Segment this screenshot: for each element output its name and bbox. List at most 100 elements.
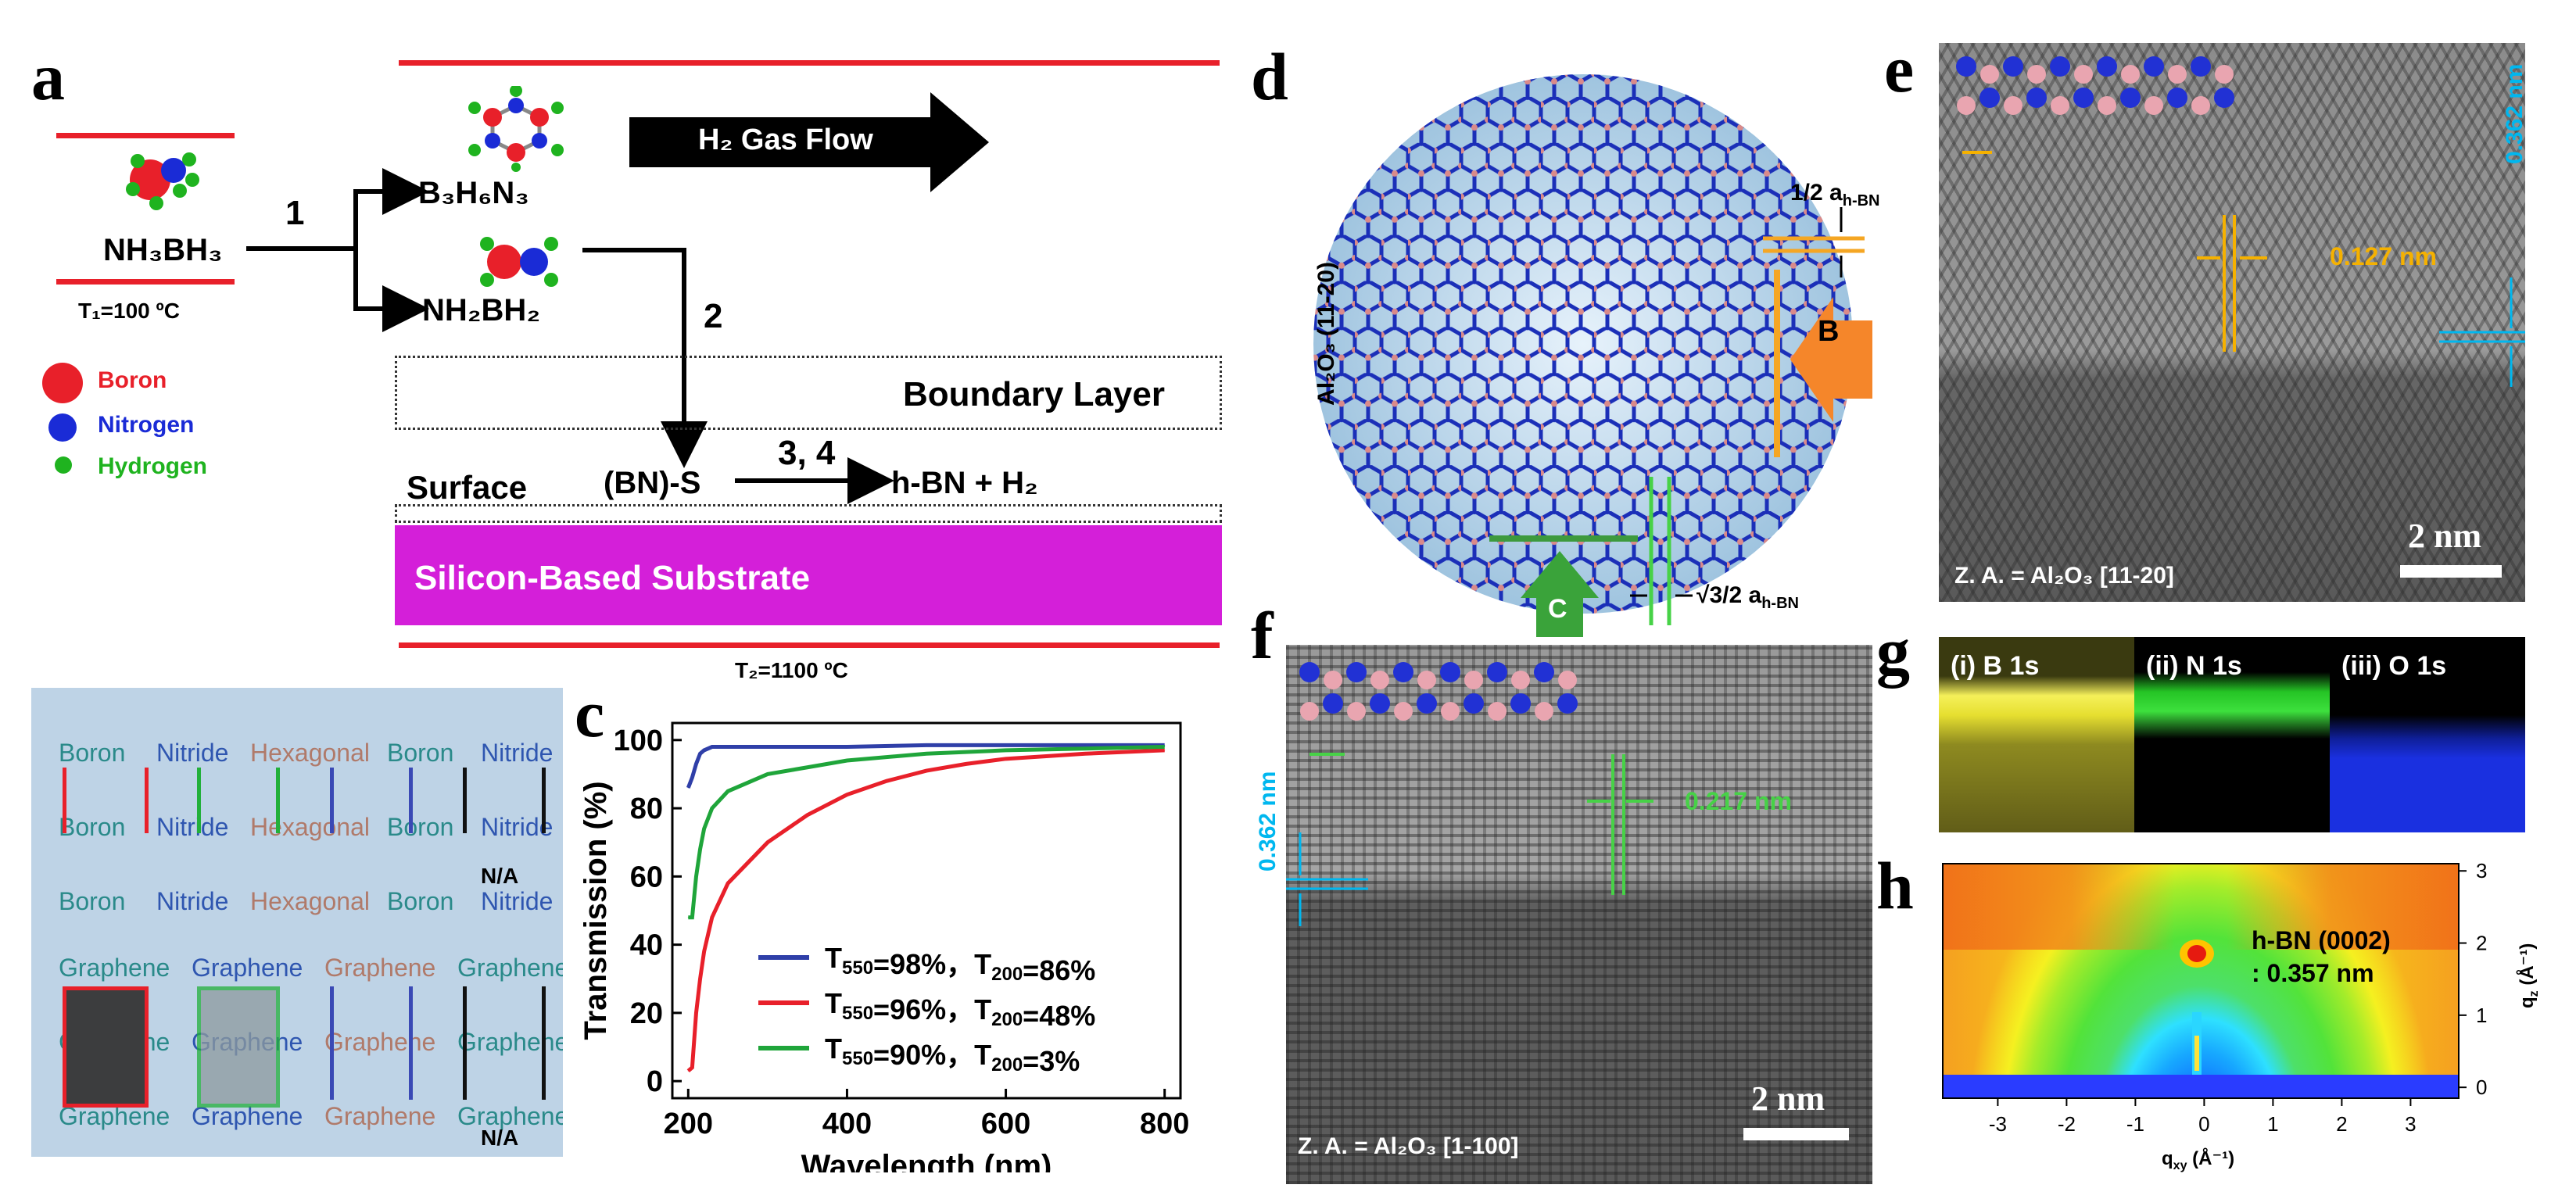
legend-nitrogen: Nitrogen bbox=[98, 412, 195, 438]
temperature-t2: T₂=1100 ºC bbox=[735, 658, 848, 682]
series-point-2 bbox=[727, 790, 729, 792]
sqrt3-a-text: √3/2 a bbox=[1696, 582, 1762, 608]
giwaxs-ylabel-sub: z bbox=[2527, 990, 2541, 997]
series-point-1 bbox=[807, 814, 808, 816]
photo-bn-word: Boron bbox=[387, 813, 454, 841]
x-tick-label: 200 bbox=[664, 1108, 713, 1140]
series-point-2 bbox=[711, 807, 713, 809]
photo-graphene-word: Graphene bbox=[59, 954, 170, 982]
series-point-0 bbox=[711, 746, 713, 748]
series-point-0 bbox=[1084, 744, 1086, 746]
giwaxs-y-tick-label: 0 bbox=[2476, 1076, 2487, 1099]
photo-bn-word: Hexagonal bbox=[250, 739, 370, 767]
giwaxs-x-tick-label: 1 bbox=[2267, 1112, 2278, 1136]
substrate-block bbox=[395, 525, 1222, 625]
legend-hydrogen: Hydrogen bbox=[98, 453, 208, 479]
giwaxs-x-tick-label: -2 bbox=[2058, 1112, 2076, 1136]
giwaxs-frame bbox=[1942, 863, 2460, 1099]
lattice-panel: Al₂O₃ (11-20) 1/2 ah-BN B C √3/2 ah-BN bbox=[1302, 51, 1880, 637]
sample-photo: Boron Nitride Hexagonal Boron Nitride Boron Ni… bbox=[31, 688, 563, 1157]
interlayer-e: 0.362 nm bbox=[2502, 63, 2528, 164]
photo-bn-word: Nitride bbox=[156, 739, 229, 767]
bottom-red-line bbox=[399, 642, 1220, 648]
legend-boron: Boron bbox=[98, 367, 167, 393]
y-tick-label: 80 bbox=[630, 793, 663, 825]
series-point-1 bbox=[687, 1070, 689, 1072]
giwaxs-features bbox=[1943, 940, 2459, 1098]
giwaxs-x-tick-label: -3 bbox=[1989, 1112, 2007, 1136]
aminoborane-formula: NH₂BH₂ bbox=[422, 293, 541, 327]
na-label-gr: N/A bbox=[481, 1126, 519, 1150]
legend-label-0: T550=98%，T200=86% bbox=[825, 942, 1095, 986]
y-axis-label: Transmission (%) bbox=[579, 781, 613, 1040]
photo-graphene-word: Graphene bbox=[457, 954, 563, 982]
chart-frame bbox=[671, 721, 1182, 1100]
photo-graphene-word: Graphene bbox=[324, 1102, 436, 1130]
series-point-0 bbox=[926, 744, 927, 746]
scale-e: 2 nm bbox=[2408, 517, 2482, 555]
photo-bn-word: Hexagonal bbox=[250, 887, 370, 915]
arrow-c-label: C bbox=[1548, 594, 1567, 624]
series-point-2 bbox=[807, 767, 808, 768]
boundary-layer-label: Boundary Layer bbox=[903, 375, 1165, 413]
photo-bn-word: Nitride bbox=[156, 813, 229, 841]
giwaxs-x-tick-label: 2 bbox=[2336, 1112, 2347, 1136]
photo-bn-word: Nitride bbox=[481, 813, 554, 841]
series-point-0 bbox=[727, 746, 729, 748]
top-red-line bbox=[399, 60, 1220, 66]
giwaxs-x-tick-label: -1 bbox=[2126, 1112, 2144, 1136]
precursor-red-line-bottom bbox=[56, 279, 235, 285]
half-a-label: 1/2 ah-BN bbox=[1790, 180, 1880, 210]
giwaxs-xlabel-sub: xy bbox=[2173, 1158, 2187, 1172]
half-a-text: 1/2 a bbox=[1790, 180, 1843, 206]
photo-bn-word: Boron bbox=[59, 813, 126, 841]
reaction-product-label: h-BN + H₂ bbox=[891, 466, 1038, 500]
photo-bn-word: Boron bbox=[387, 887, 454, 915]
giwaxs-ylabel-text: q bbox=[2517, 997, 2538, 1008]
panel-label-a: a bbox=[31, 39, 65, 114]
giwaxs-ylabel: qz (Å⁻¹) bbox=[2516, 943, 2542, 1008]
giwaxs-d-label: : 0.357 nm bbox=[2252, 959, 2374, 987]
boundary-layer-box bbox=[395, 356, 1222, 430]
half-a-sub: h-BN bbox=[1842, 192, 1880, 209]
xps-map-oxygen: (iii) O 1s bbox=[2330, 637, 2525, 832]
zone-axis-e: Z. A. = Al₂O₃ [11-20] bbox=[1954, 563, 2174, 589]
nitrogen-legend-icon bbox=[48, 413, 77, 442]
series-point-2 bbox=[1084, 748, 1086, 750]
panel-label-e: e bbox=[1884, 31, 1915, 106]
giwaxs-xlabel: qxy (Å⁻¹) bbox=[2162, 1147, 2234, 1173]
frame-black-gr bbox=[463, 986, 546, 1100]
borazine-molecule-icon bbox=[468, 86, 564, 172]
series-point-2 bbox=[691, 917, 693, 918]
frame-red-bn bbox=[63, 768, 149, 833]
tem-f-annotations bbox=[1286, 753, 1849, 1140]
photo-bn-word: Nitride bbox=[481, 739, 554, 767]
tem-image-e: 0.127 nm 2 nm Z. A. = Al₂O₃ [11-20] bbox=[1939, 43, 2525, 602]
series-point-2 bbox=[695, 875, 697, 877]
gas-flow-label: H₂ Gas Flow bbox=[698, 123, 873, 156]
giwaxs-xlabel-text: q bbox=[2162, 1148, 2173, 1169]
xps-map-boron: (i) B 1s bbox=[1939, 637, 2134, 832]
precursor-formula: NH₃BH₃ bbox=[103, 233, 223, 267]
x-tick-label: 600 bbox=[981, 1108, 1030, 1140]
photo-bn-word: Hexagonal bbox=[250, 813, 370, 841]
x-axis-label: Wavelength (nm) bbox=[801, 1149, 1052, 1172]
giwaxs-upper-band bbox=[1943, 864, 2459, 950]
photo-bn-word: Boron bbox=[59, 887, 126, 915]
series-point-2 bbox=[687, 917, 689, 918]
scale-f: 2 nm bbox=[1751, 1079, 1825, 1118]
sample-grey-film bbox=[197, 986, 280, 1108]
sample-dark-film bbox=[63, 986, 149, 1108]
giwaxs-map: h-BN (0002) : 0.357 nm bbox=[1943, 864, 2459, 1098]
reaction-arrows bbox=[246, 92, 989, 504]
giwaxs-y-tick-label: 2 bbox=[2476, 932, 2487, 955]
legend-label-2: T550=90%，T200=3% bbox=[825, 1033, 1080, 1077]
substrate-label: Silicon-Based Substrate bbox=[414, 559, 811, 597]
temperature-t1: T₁=100 ºC bbox=[78, 299, 180, 323]
surface-label: Surface bbox=[407, 469, 528, 506]
x-tick-label: 400 bbox=[822, 1108, 872, 1140]
giwaxs-ylabel-unit: (Å⁻¹) bbox=[2517, 943, 2538, 991]
giwaxs-x-tick-label: 3 bbox=[2405, 1112, 2416, 1136]
tem-image-f: 0.217 nm 2 nm Z. A. = Al₂O₃ [1-100] bbox=[1286, 645, 1872, 1184]
spacing-e: 0.127 nm bbox=[2330, 242, 2437, 270]
